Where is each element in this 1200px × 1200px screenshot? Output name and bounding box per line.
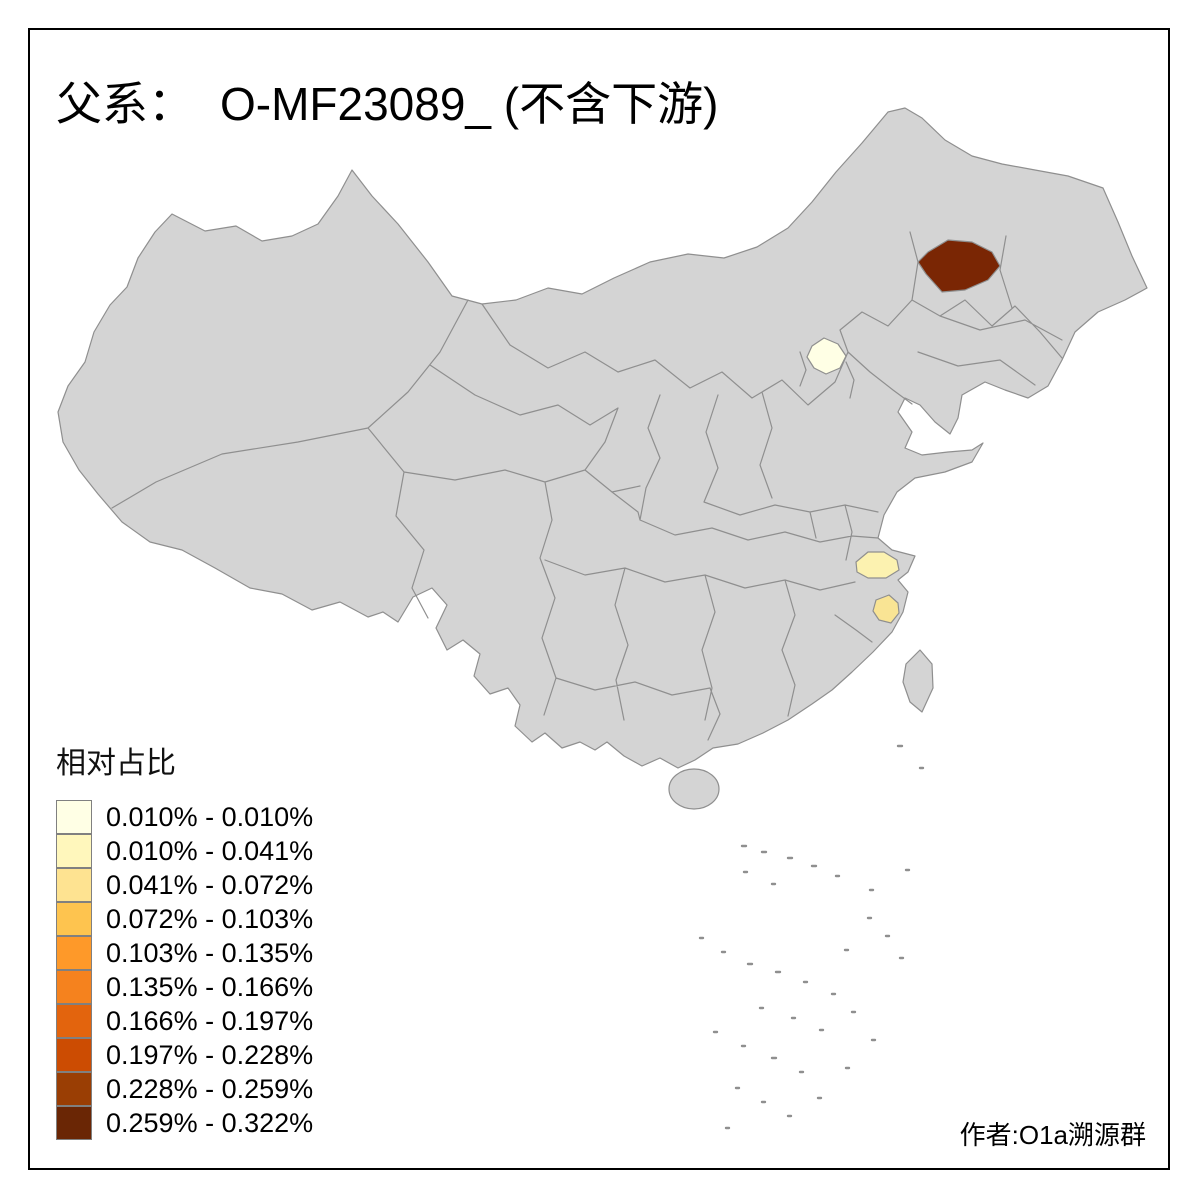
region-south-zhejiang: [872, 594, 900, 624]
legend-swatch: [56, 970, 92, 1004]
legend-label: 0.135% - 0.166%: [106, 971, 314, 1002]
province-borders: [111, 231, 1063, 741]
title-main: O-MF23089_ (不含下游): [220, 78, 719, 130]
title-prefix: 父系：: [56, 78, 194, 130]
legend-swatch: [56, 1072, 92, 1106]
legend-item: 0.103% - 0.135%: [56, 936, 313, 970]
legend-title: 相对占比: [56, 747, 176, 780]
plot-frame: 父系： O-MF23089_ (不含下游) 相对占比 0.010% - 0.010…: [28, 28, 1170, 1170]
legend-item: 0.197% - 0.228%: [56, 1038, 313, 1072]
south-china-sea-islands: [698, 744, 925, 1130]
legend: 相对占比 0.010% - 0.010% 0.010% - 0.041% 0.0…: [56, 738, 313, 1140]
legend-item: 0.228% - 0.259%: [56, 1072, 313, 1106]
legend-label: 0.072% - 0.103%: [106, 903, 314, 934]
legend-swatch: [56, 800, 92, 834]
legend-label: 0.259% - 0.322%: [106, 1107, 314, 1138]
legend-item: 0.072% - 0.103%: [56, 902, 313, 936]
legend-label: 0.197% - 0.228%: [106, 1039, 314, 1070]
taiwan-island: [902, 649, 934, 713]
hainan-island: [668, 768, 720, 810]
legend-swatch: [56, 902, 92, 936]
legend-swatch: [56, 1038, 92, 1072]
region-north-zhejiang: [855, 551, 900, 579]
page-title: 父系： O-MF23089_ (不含下游): [56, 68, 718, 134]
region-beijing-area: [806, 337, 847, 375]
legend-label: 0.228% - 0.259%: [106, 1073, 314, 1104]
legend-label: 0.010% - 0.010%: [106, 801, 314, 832]
legend-swatch: [56, 1004, 92, 1038]
mainland-outline: [57, 107, 1148, 769]
legend-item: 0.135% - 0.166%: [56, 970, 313, 1004]
legend-label: 0.103% - 0.135%: [106, 937, 314, 968]
china-map: [57, 107, 1148, 1130]
highlight-regions: [806, 239, 1001, 624]
legend-item: 0.010% - 0.010%: [56, 800, 313, 834]
legend-swatch: [56, 936, 92, 970]
legend-label: 0.041% - 0.072%: [106, 869, 314, 900]
land-layer: [57, 107, 1148, 1130]
legend-label: 0.010% - 0.041%: [106, 835, 314, 866]
legend-swatch: [56, 1106, 92, 1140]
legend-swatch: [56, 868, 92, 902]
legend-swatch: [56, 834, 92, 868]
author-credit: 作者:O1a溯源群: [959, 1120, 1146, 1150]
legend-item: 0.166% - 0.197%: [56, 1004, 313, 1038]
legend-item: 0.041% - 0.072%: [56, 868, 313, 902]
legend-item: 0.010% - 0.041%: [56, 834, 313, 868]
legend-item: 0.259% - 0.322%: [56, 1106, 313, 1140]
region-northeast: [917, 239, 1001, 293]
legend-label: 0.166% - 0.197%: [106, 1005, 314, 1036]
